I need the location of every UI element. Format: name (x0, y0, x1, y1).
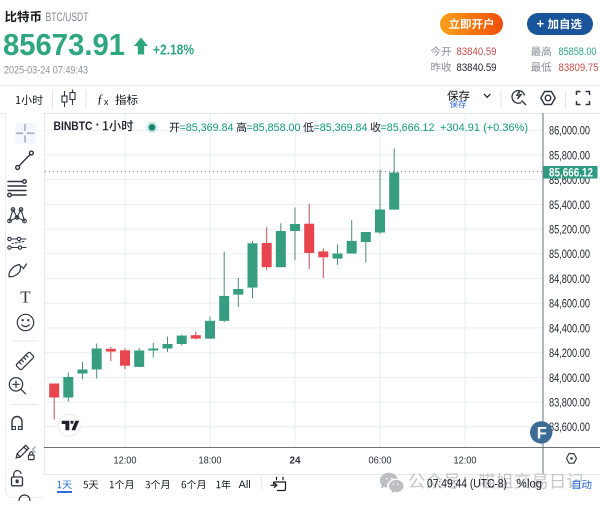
svg-text:83840.59: 83840.59 (457, 46, 497, 58)
svg-text:=85,369.84: =85,369.84 (180, 122, 234, 134)
svg-text:85,800.00: 85,800.00 (549, 148, 590, 162)
svg-text:·: · (96, 117, 100, 132)
svg-text:+304.91 (+0.36%): +304.91 (+0.36%) (440, 122, 528, 134)
svg-text:84,800.00: 84,800.00 (549, 272, 590, 286)
svg-text:86,000.00: 86,000.00 (549, 124, 590, 138)
svg-text:=85,858.00: =85,858.00 (247, 122, 301, 134)
svg-text:+: + (537, 16, 545, 31)
svg-text:%: % (517, 479, 527, 491)
svg-text:83840.59: 83840.59 (457, 62, 497, 74)
svg-text:2025-03-24 07:49:43: 2025-03-24 07:49:43 (4, 64, 88, 76)
svg-text:12:00: 12:00 (114, 455, 137, 467)
svg-text:+2.18%: +2.18% (153, 43, 194, 59)
svg-text:BTC/USDT: BTC/USDT (46, 12, 89, 24)
svg-text:BINBTC: BINBTC (54, 121, 93, 133)
svg-text:85,200.00: 85,200.00 (549, 222, 590, 236)
svg-text:84,400.00: 84,400.00 (549, 321, 590, 335)
svg-text:84,000.00: 84,000.00 (549, 371, 590, 385)
svg-text:T: T (20, 288, 31, 307)
svg-text:84,200.00: 84,200.00 (549, 346, 590, 360)
svg-text:x: x (104, 97, 109, 107)
svg-text:18:00: 18:00 (199, 455, 222, 467)
svg-text:83,800.00: 83,800.00 (549, 395, 590, 409)
svg-text:07:49:44 (UTC-8): 07:49:44 (UTC-8) (427, 479, 507, 491)
svg-text:All: All (239, 479, 251, 491)
svg-text:83809.75: 83809.75 (559, 62, 599, 74)
svg-text:85,400.00: 85,400.00 (549, 198, 590, 212)
svg-text:ƒ: ƒ (97, 91, 104, 106)
svg-text:85673.91: 85673.91 (3, 27, 125, 62)
svg-text:24: 24 (290, 455, 301, 467)
svg-text:=85,369.84: =85,369.84 (314, 122, 368, 134)
svg-text:85,666.12: 85,666.12 (549, 165, 593, 179)
svg-text:84,600.00: 84,600.00 (549, 297, 590, 311)
svg-text:06:00: 06:00 (369, 455, 392, 467)
svg-text:=85,666.12: =85,666.12 (381, 122, 435, 134)
svg-text:83,600.00: 83,600.00 (549, 420, 590, 434)
svg-text:F: F (537, 424, 547, 442)
svg-text:85,000.00: 85,000.00 (549, 247, 590, 261)
svg-text:12:00: 12:00 (454, 455, 477, 467)
svg-text:85858.00: 85858.00 (559, 46, 597, 58)
svg-text:log: log (527, 479, 542, 491)
